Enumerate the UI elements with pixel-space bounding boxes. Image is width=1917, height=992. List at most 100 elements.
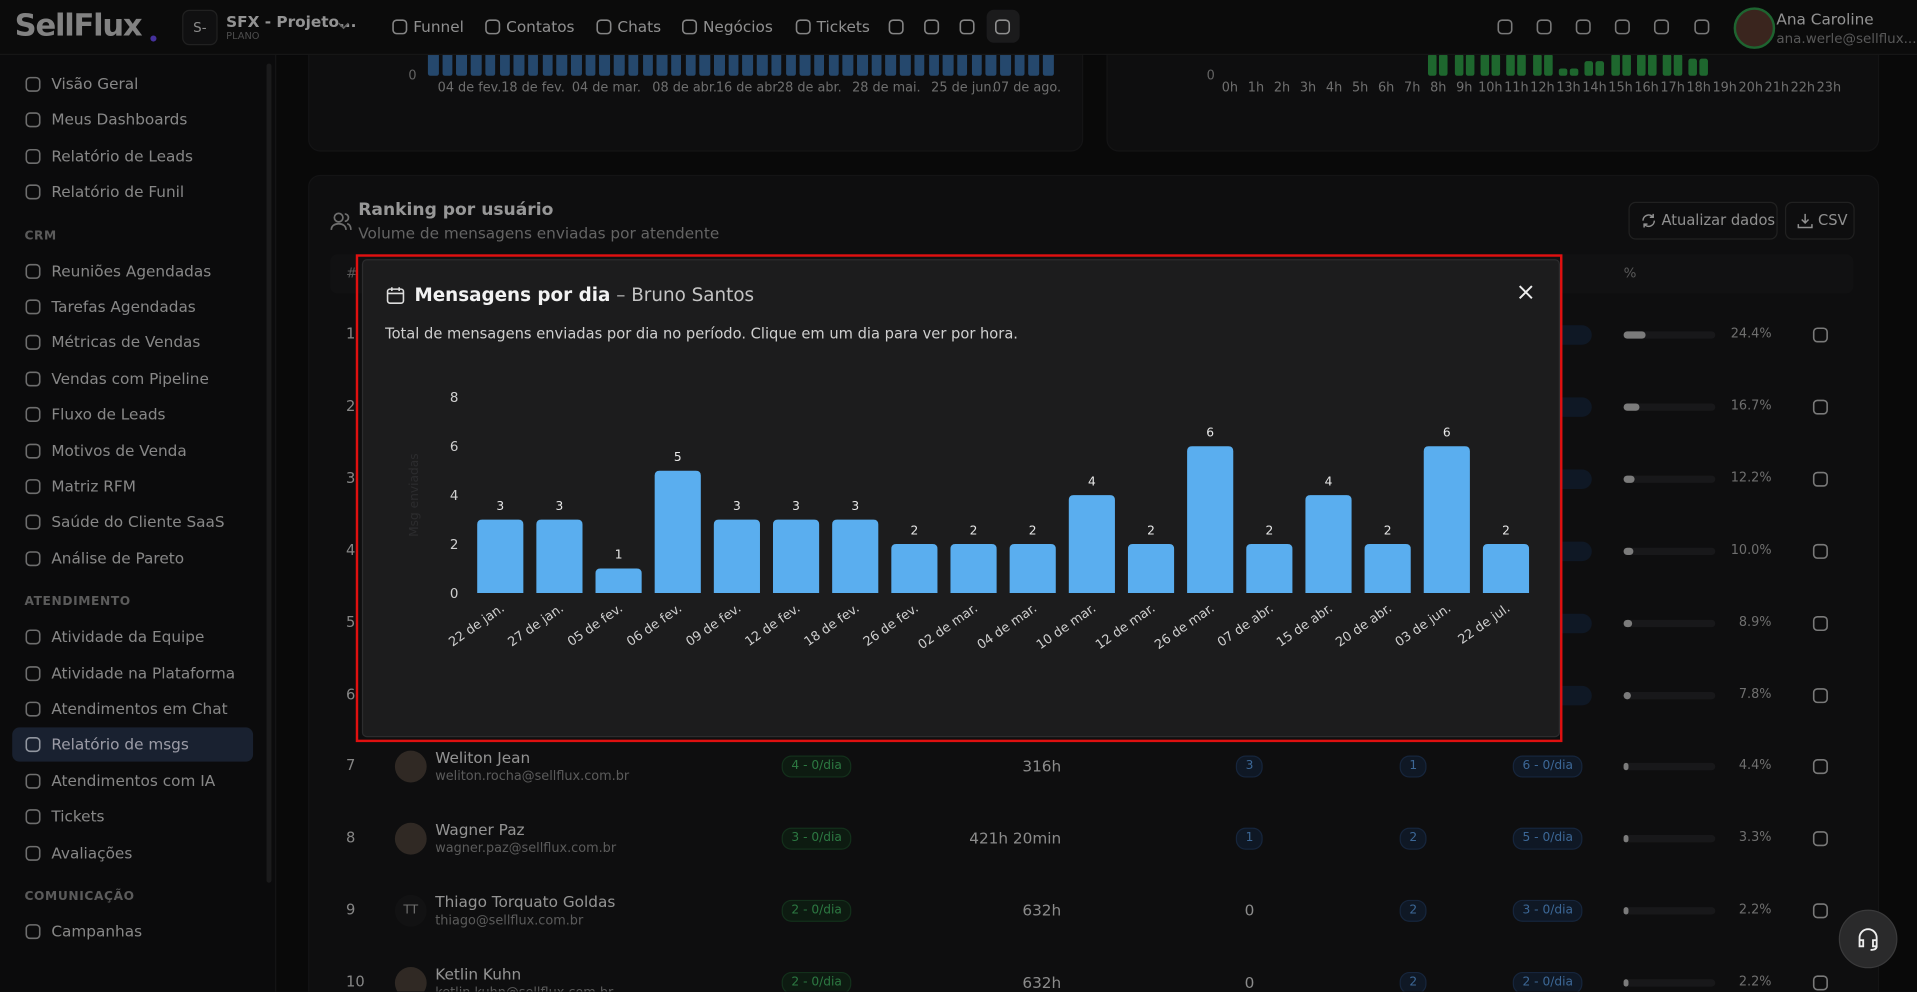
x-tick-label: 1h: [1247, 80, 1265, 96]
icon-shape: [25, 148, 41, 164]
sidebar-icon: [25, 665, 41, 681]
support-button[interactable]: [1838, 909, 1898, 969]
sidebar-item[interactable]: Tickets: [12, 800, 253, 834]
x-tick-label: 04 de fev.: [437, 80, 502, 96]
sidebar-icon: [25, 407, 41, 423]
sidebar-label: Matriz RFM: [51, 476, 136, 496]
chart-bar-stub: [857, 48, 868, 76]
bar: [1187, 446, 1234, 593]
sidebar-item[interactable]: Reuniões Agendadas: [12, 254, 253, 288]
nav-link[interactable]: Chats: [617, 17, 662, 36]
modal-heading: Mensagens por dia – Bruno Santos: [414, 284, 754, 306]
nav-link[interactable]: Negócios: [702, 17, 773, 36]
csv-button[interactable]: CSV: [1784, 201, 1855, 240]
nav-link[interactable]: Funnel: [413, 17, 464, 36]
toolbar-icon: [1694, 19, 1710, 35]
sidebar-icon: [25, 701, 41, 717]
chart-bar-stub: [1688, 58, 1698, 76]
chart-bar-stub: [914, 48, 925, 76]
close-button[interactable]: [1517, 284, 1534, 301]
project-name[interactable]: SFX - Projeto...: [226, 12, 357, 31]
sidebar-item[interactable]: Atividade na Plataforma: [12, 656, 253, 690]
share-bar: [1623, 331, 1646, 339]
icon-shape: [596, 19, 612, 35]
background-charts: 0 04 de fev. 18 de fev. 04 de mar. 08 de abr…: [0, 0, 1917, 159]
sidebar-item[interactable]: Atendimentos em Chat: [12, 692, 253, 726]
modal-dash: –: [616, 283, 626, 306]
report-icon: [1812, 759, 1828, 775]
x-tick-label: 07 de abr.: [1215, 601, 1277, 650]
sidebar-item[interactable]: Vendas com Pipeline: [12, 362, 253, 396]
row-email: wagner.paz@sellflux.com.br: [435, 841, 617, 857]
x-tick-label: 6h: [1378, 80, 1395, 96]
sidebar-item[interactable]: Análise de Pareto: [12, 541, 253, 575]
chart-bar-stub: [799, 48, 811, 76]
refresh-button[interactable]: Atualizar dados: [1628, 201, 1778, 240]
nav-active-button[interactable]: [986, 9, 1020, 43]
x-tick-label: 19h: [1712, 80, 1737, 96]
x-tick-label: 10 de mar.: [1034, 601, 1099, 653]
sidebar-item[interactable]: Fluxo de Leads: [12, 398, 253, 432]
col3-value: 0: [1244, 973, 1255, 992]
bar: [1482, 544, 1530, 593]
chart-bar-stub: [713, 48, 725, 76]
sidebar-item[interactable]: Campanhas: [12, 914, 253, 948]
chevron[interactable]: [337, 20, 349, 32]
bar: [477, 519, 524, 593]
share-label: 12.2%: [1730, 470, 1772, 486]
sidebar-label: Visão Geral: [51, 74, 139, 93]
chart-bar-stub: [556, 48, 568, 76]
row-time: 421h 20min: [969, 829, 1062, 848]
x-tick-label: 02 de mar.: [916, 601, 981, 653]
modal-user: Bruno Santos: [631, 283, 755, 306]
row-avatar: TT: [394, 895, 427, 927]
sidebar-icon: [25, 112, 41, 128]
icon-shape: [795, 19, 811, 35]
x-tick-label: 04 de mar.: [571, 80, 641, 96]
row-name: Thiago Torquato Goldas: [435, 892, 616, 912]
calendar-icon: [386, 287, 405, 304]
sidebar-item[interactable]: Atividade da Equipe: [12, 620, 253, 654]
logo[interactable]: SellFlux: [14, 7, 143, 43]
sidebar-item[interactable]: Avaliações: [12, 836, 253, 870]
nav-link[interactable]: Contatos: [506, 17, 575, 36]
nav-icon-button: [924, 19, 940, 35]
sidebar-item[interactable]: Métricas de Vendas: [12, 326, 253, 360]
chart-icon: [994, 19, 1011, 35]
x-tick-label: 14h: [1582, 80, 1607, 96]
sidebar-label: Atividade na Plataforma: [51, 663, 236, 682]
avatar[interactable]: [1733, 7, 1776, 49]
sidebar-item[interactable]: Saúde do Cliente SaaS: [12, 505, 253, 539]
sidebar-item[interactable]: Tarefas Agendadas: [12, 290, 253, 324]
sidebar-icon: [25, 443, 41, 459]
chart-bar-stub: [871, 48, 882, 76]
sidebar-item[interactable]: Relatório de msgs: [12, 727, 254, 763]
x-tick-label: 5h: [1351, 80, 1369, 96]
x-tick-label: 28 de abr.: [776, 80, 842, 96]
sidebar-item[interactable]: Atendimentos com IA: [12, 764, 253, 798]
sidebar-label: Campanhas: [51, 921, 143, 941]
sidebar-item[interactable]: Relatório de Funil: [12, 175, 253, 209]
sidebar-item[interactable]: Meus Dashboards: [12, 103, 253, 137]
row-avatar: [394, 967, 427, 992]
user-name[interactable]: Ana Caroline: [1776, 9, 1874, 29]
sidebar-item[interactable]: Matriz RFM: [12, 469, 253, 503]
chart-bar-stub: [513, 48, 525, 76]
sidebar-item[interactable]: Motivos de Venda: [12, 434, 253, 468]
x-tick-label: 08 de abr.: [652, 80, 718, 96]
bar: [536, 519, 583, 593]
value-label: 6: [1443, 425, 1451, 439]
share-label: 7.8%: [1738, 686, 1772, 702]
sidebar-item[interactable]: Relatório de Leads: [12, 139, 253, 173]
sidebar-label: Atendimentos com IA: [51, 771, 216, 790]
header-rank: #: [345, 265, 358, 282]
col4-value: 2: [1399, 828, 1427, 851]
chart-bar-stub: [771, 48, 782, 76]
sidebar-label: Tickets: [51, 807, 105, 826]
chart-bar-stub: [485, 48, 496, 76]
project-badge[interactable]: S-: [182, 9, 218, 46]
nav-link[interactable]: Tickets: [816, 17, 870, 36]
sidebar-item[interactable]: Visão Geral: [12, 67, 253, 101]
